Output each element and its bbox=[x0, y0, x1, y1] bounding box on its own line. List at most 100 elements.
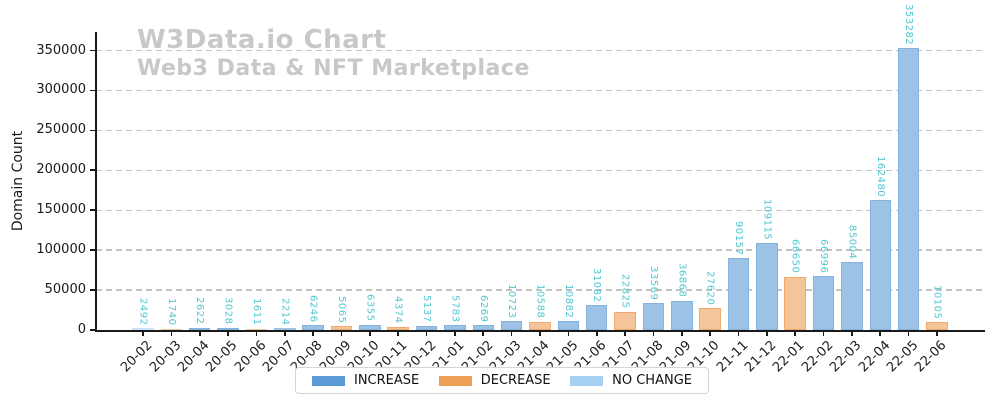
y-axis bbox=[95, 32, 97, 331]
bar bbox=[132, 328, 154, 330]
bar-value-label: 2492 bbox=[137, 297, 149, 326]
bar-value-label: 109115 bbox=[761, 198, 773, 240]
bar bbox=[160, 328, 183, 330]
bar bbox=[330, 325, 353, 330]
y-tick-mark bbox=[90, 129, 95, 132]
no-change-swatch-icon bbox=[570, 375, 604, 386]
bar bbox=[585, 305, 608, 330]
y-tick-mark bbox=[90, 49, 95, 52]
bar-value-label: 1611 bbox=[250, 298, 262, 326]
bar bbox=[302, 325, 324, 330]
x-tick-label: 22-01 bbox=[770, 338, 808, 376]
gridline bbox=[96, 289, 985, 291]
bar-value-label: 66996 bbox=[818, 239, 830, 274]
x-tick-label: 22-05 bbox=[883, 338, 922, 376]
x-tick-mark bbox=[255, 331, 258, 336]
bar-value-label: 5137 bbox=[421, 295, 433, 323]
bar bbox=[359, 324, 381, 330]
bar bbox=[245, 328, 268, 330]
x-tick-label: 22-03 bbox=[827, 338, 865, 376]
x-tick-mark bbox=[567, 331, 570, 336]
bar-value-label: 6246 bbox=[307, 294, 319, 323]
x-tick-mark bbox=[198, 331, 201, 336]
x-tick-label: 22-02 bbox=[798, 338, 837, 376]
bar-value-label: 10588 bbox=[534, 284, 546, 319]
decrease-swatch-icon bbox=[438, 375, 472, 386]
bar bbox=[614, 311, 636, 330]
x-tick-label: 20-03 bbox=[146, 338, 184, 376]
x-tick-mark bbox=[170, 331, 173, 336]
y-tick-label: 100000 bbox=[36, 242, 86, 258]
y-tick-label: 350000 bbox=[36, 42, 86, 58]
bar-value-label: 2622 bbox=[194, 297, 206, 325]
x-axis bbox=[95, 330, 985, 332]
legend-label: DECREASE bbox=[480, 373, 551, 388]
y-tick-label: 200000 bbox=[36, 162, 86, 178]
legend: INCREASE DECREASE NO CHANGE bbox=[295, 367, 709, 394]
bar-value-label: 31082 bbox=[591, 267, 603, 303]
x-tick-mark bbox=[397, 331, 399, 336]
bar bbox=[671, 300, 693, 330]
y-tick-mark bbox=[90, 329, 95, 331]
x-tick-mark bbox=[510, 331, 513, 336]
x-tick-mark bbox=[794, 331, 796, 336]
bar bbox=[188, 327, 211, 330]
x-tick-label: 21-12 bbox=[742, 338, 780, 376]
bar bbox=[841, 262, 863, 330]
x-tick-mark bbox=[425, 331, 428, 336]
gridline bbox=[96, 169, 985, 171]
bar-value-label: 10105 bbox=[931, 284, 943, 319]
chart-subtitle: Web3 Data & NFT Marketplace bbox=[137, 56, 530, 81]
bar-value-label: 36868 bbox=[676, 263, 688, 298]
legend-item-decrease: DECREASE bbox=[438, 373, 551, 388]
bar bbox=[529, 321, 551, 330]
y-tick-mark bbox=[90, 209, 95, 211]
x-tick-mark bbox=[482, 331, 485, 336]
x-tick-mark bbox=[709, 331, 711, 336]
bar-value-label: 6355 bbox=[364, 294, 376, 322]
y-tick-mark bbox=[90, 249, 95, 251]
x-tick-mark bbox=[595, 331, 598, 336]
bar-value-label: 6269 bbox=[477, 294, 489, 322]
bar-value-label: 27620 bbox=[704, 270, 716, 305]
x-tick-mark bbox=[227, 331, 229, 336]
bar-value-label: 66650 bbox=[789, 239, 801, 274]
y-tick-label: 300000 bbox=[36, 82, 86, 98]
x-tick-mark bbox=[851, 331, 853, 336]
x-tick-mark bbox=[454, 331, 456, 336]
bar-value-label: 10882 bbox=[562, 284, 574, 319]
bar-value-label: 353282 bbox=[903, 3, 915, 45]
legend-item-increase: INCREASE bbox=[312, 373, 419, 388]
bar-value-label: 5065 bbox=[335, 295, 347, 323]
x-tick-label: 22-06 bbox=[912, 338, 950, 376]
x-tick-mark bbox=[624, 331, 626, 336]
gridline bbox=[96, 129, 985, 132]
bar bbox=[897, 47, 920, 330]
gridline bbox=[96, 249, 985, 251]
bar bbox=[415, 325, 438, 330]
x-tick-mark bbox=[340, 331, 343, 336]
x-tick-label: 21-11 bbox=[713, 338, 752, 376]
bar-value-label: 33569 bbox=[647, 265, 659, 301]
x-tick-mark bbox=[652, 331, 655, 336]
y-tick-mark bbox=[90, 289, 95, 291]
bar-value-label: 90157 bbox=[732, 220, 744, 256]
x-tick-mark bbox=[369, 331, 371, 336]
x-tick-label: 20-06 bbox=[231, 338, 270, 376]
gridline bbox=[96, 209, 985, 211]
y-tick-label: 150000 bbox=[36, 202, 86, 218]
x-tick-mark bbox=[737, 331, 740, 336]
bar-value-label: 5783 bbox=[449, 294, 461, 323]
bar-value-label: 162480 bbox=[874, 156, 886, 198]
x-tick-label: 20-04 bbox=[175, 338, 213, 376]
x-tick-mark bbox=[936, 331, 938, 336]
y-tick-mark bbox=[90, 169, 95, 172]
bar bbox=[784, 276, 806, 330]
bar-value-label: 1740 bbox=[165, 298, 177, 326]
bar bbox=[727, 258, 750, 330]
legend-item-no-change: NO CHANGE bbox=[570, 373, 692, 388]
gridline bbox=[96, 89, 985, 92]
gridline bbox=[96, 49, 985, 52]
bar bbox=[812, 276, 835, 330]
